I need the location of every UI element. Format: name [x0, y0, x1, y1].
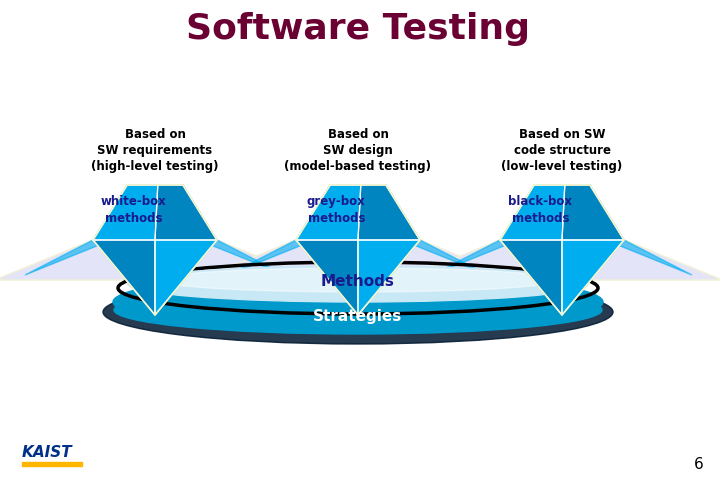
Polygon shape	[0, 240, 315, 280]
Polygon shape	[93, 240, 155, 315]
Polygon shape	[324, 240, 392, 275]
Ellipse shape	[158, 268, 558, 292]
Ellipse shape	[114, 286, 602, 334]
Polygon shape	[500, 185, 564, 240]
Bar	[22, 462, 82, 466]
Polygon shape	[432, 240, 518, 275]
Polygon shape	[402, 240, 488, 275]
Polygon shape	[93, 185, 158, 240]
Ellipse shape	[113, 273, 603, 331]
Polygon shape	[296, 185, 361, 240]
Text: Based on
SW requirements
(high-level testing): Based on SW requirements (high-level tes…	[91, 128, 219, 173]
Text: Based on
SW design
(model-based testing): Based on SW design (model-based testing)	[284, 128, 431, 173]
Polygon shape	[121, 240, 189, 275]
Polygon shape	[562, 185, 624, 240]
Polygon shape	[199, 240, 285, 275]
Polygon shape	[198, 240, 518, 280]
Text: grey-box
methods: grey-box methods	[307, 195, 366, 225]
Polygon shape	[25, 240, 112, 275]
Text: Strategies: Strategies	[313, 309, 402, 324]
Polygon shape	[358, 240, 420, 315]
Polygon shape	[296, 240, 358, 315]
Text: black-box
methods: black-box methods	[508, 195, 572, 225]
Polygon shape	[155, 240, 217, 315]
Text: Based on SW
code structure
(low-level testing): Based on SW code structure (low-level te…	[501, 128, 623, 173]
Polygon shape	[155, 185, 217, 240]
Ellipse shape	[128, 266, 588, 302]
Polygon shape	[562, 240, 624, 315]
Text: KAIST: KAIST	[22, 445, 73, 460]
Polygon shape	[500, 240, 562, 315]
Polygon shape	[228, 240, 315, 275]
Text: Software Testing: Software Testing	[186, 12, 530, 46]
Text: 6: 6	[694, 457, 704, 472]
Text: Methods: Methods	[321, 275, 395, 289]
Polygon shape	[402, 240, 720, 280]
Polygon shape	[358, 185, 420, 240]
Polygon shape	[528, 240, 596, 275]
Text: white-box
methods: white-box methods	[100, 195, 166, 225]
Ellipse shape	[103, 280, 613, 344]
Polygon shape	[606, 240, 692, 275]
